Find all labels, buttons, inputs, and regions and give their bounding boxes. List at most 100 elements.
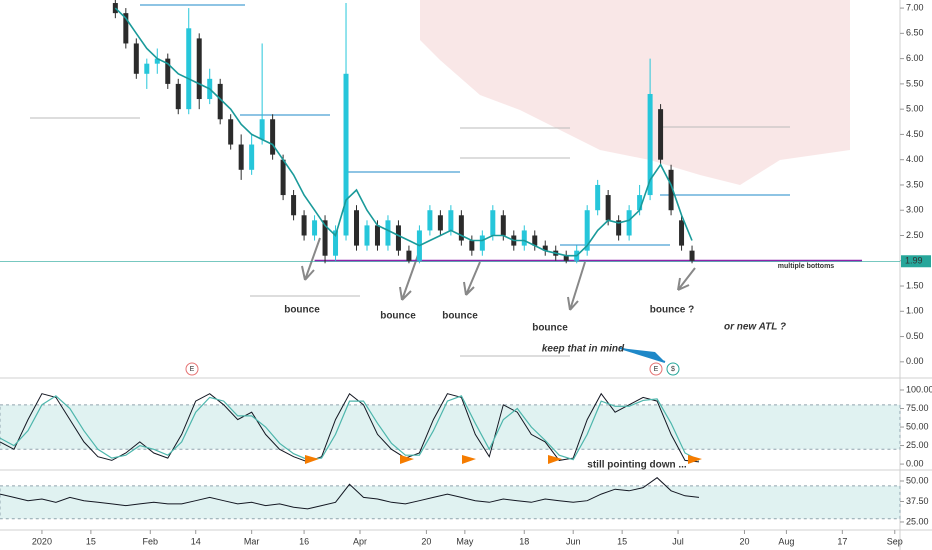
annotation: keep that in mind (542, 344, 625, 355)
candle-body (343, 73, 349, 236)
candle-body (521, 230, 527, 246)
candle-body (406, 250, 412, 261)
x-tick-label: Aug (778, 536, 794, 546)
candle-body (270, 119, 276, 155)
x-tick-label: 16 (299, 536, 309, 546)
x-tick-label: 2020 (32, 536, 52, 546)
candle-body (249, 144, 255, 170)
x-tick-label: 15 (617, 536, 627, 546)
y-tick-label: 0.00 (906, 458, 924, 468)
y-tick-label: 50.00 (906, 475, 929, 485)
candle-body (217, 83, 223, 120)
annotation: bounce (532, 323, 568, 334)
annotation: still pointing down ... (587, 460, 687, 471)
x-tick-label: Apr (353, 536, 367, 546)
x-tick-label: 15 (86, 536, 96, 546)
x-tick-label: Feb (143, 536, 159, 546)
candle-body (165, 58, 171, 84)
x-tick-label: 18 (519, 536, 529, 546)
arrows (301, 237, 696, 311)
x-tick-label: Sep (887, 536, 903, 546)
orange-arrow (462, 455, 476, 464)
candle-body (238, 144, 244, 170)
y-tick-label: 2.50 (906, 230, 924, 240)
y-tick-label: 7.00 (906, 2, 924, 12)
event-label: E (190, 366, 195, 373)
candle-body (637, 195, 643, 211)
candle-body (154, 58, 160, 64)
y-tick-label: 6.00 (906, 53, 924, 63)
candle-body (196, 38, 202, 100)
price-label: 1.99 (905, 256, 923, 266)
candle-body (584, 210, 590, 251)
arrow (619, 347, 666, 363)
event-label: $ (671, 366, 675, 373)
candle-body (354, 210, 360, 246)
x-tick-label: May (456, 536, 474, 546)
candle-body (563, 255, 569, 261)
candle-body (133, 43, 139, 74)
price-box (901, 255, 931, 268)
candle-body (668, 169, 674, 211)
candle-body (595, 184, 601, 211)
candle-body (479, 235, 485, 251)
annotation: bounce ? (650, 305, 694, 316)
y-tick-label: 4.50 (906, 129, 924, 139)
line (114, 7, 693, 257)
annotation: multiple bottoms (778, 263, 834, 270)
orange-arrow (688, 455, 702, 464)
annotation: bounce (442, 311, 478, 322)
candle-body (374, 225, 380, 246)
line (0, 477, 700, 510)
y-tick-label: 1.50 (906, 280, 924, 290)
event-label: E (654, 366, 659, 373)
y-tick-label: 4.00 (906, 154, 924, 164)
candle-body (542, 245, 548, 251)
candle-body (280, 159, 286, 196)
candle-body (500, 215, 506, 236)
candle-body (647, 93, 653, 196)
candle-body (301, 215, 307, 236)
y-tick-label: 75.00 (906, 403, 929, 413)
candle-body (186, 28, 192, 110)
y-tick-label: 3.50 (906, 179, 924, 189)
y-tick-label: 0.50 (906, 331, 924, 341)
y-tick-label: 25.00 (906, 516, 929, 526)
candle-body (322, 220, 328, 256)
x-tick-label: Jun (566, 536, 581, 546)
band (0, 404, 901, 450)
y-tick-label: 6.50 (906, 28, 924, 38)
candle-body (448, 210, 454, 231)
x-tick-label: Jul (672, 536, 684, 546)
candle-body (437, 215, 443, 231)
candle-body (427, 210, 433, 231)
x-tick-label: 14 (191, 536, 201, 546)
event-marker (185, 362, 199, 376)
y-tick-label: 5.50 (906, 78, 924, 88)
x-tick-label: 20 (421, 536, 431, 546)
candle-body (616, 220, 622, 236)
orange-arrow (548, 455, 562, 464)
event-marker (666, 362, 680, 376)
y-tick-label: 1.00 (906, 306, 924, 316)
annotation: or new ATL ? (724, 322, 786, 333)
candle-body (679, 220, 685, 246)
candle-body (490, 210, 496, 236)
candle-body (458, 215, 464, 241)
candle-body (469, 240, 475, 251)
candle-body (658, 109, 664, 160)
y-tick-label: 3.00 (906, 205, 924, 215)
band (0, 485, 901, 520)
candle-body (626, 210, 632, 236)
candle-body (395, 225, 401, 251)
x-tick-label: Mar (244, 536, 260, 546)
annotation: bounce (284, 305, 320, 316)
y-tick-label: 0.00 (906, 356, 924, 366)
cloud (420, 0, 850, 185)
annotation: bounce (380, 311, 416, 322)
candle-body (364, 225, 370, 246)
y-tick-label: 50.00 (906, 421, 929, 431)
x-tick-label: 20 (739, 536, 749, 546)
pivot-lines (30, 4, 790, 357)
candle-body (385, 220, 391, 246)
